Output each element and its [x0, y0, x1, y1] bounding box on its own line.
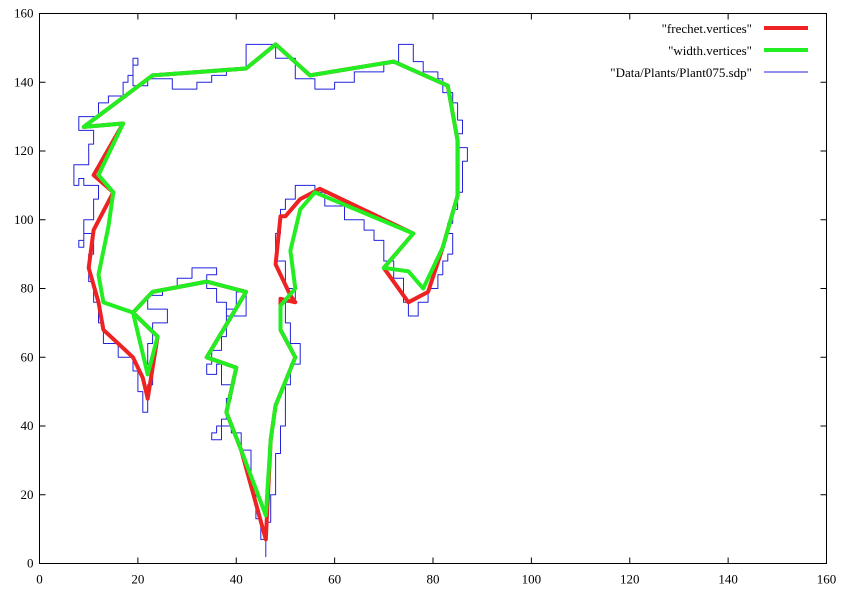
x-tick-label: 140 [718, 572, 738, 587]
y-tick-label: 140 [14, 74, 34, 89]
axis-ticks: 0 20 40 60 80 100 120 140 160 0 20 40 60 80 100 120 140 1… [14, 6, 836, 587]
y-tick-label: 80 [21, 281, 34, 296]
y-tick-label: 120 [14, 143, 34, 158]
series-line-2 [73, 43, 468, 558]
x-tick-label: 0 [36, 572, 43, 587]
legend-label-0: "frechet.vertices" [662, 21, 752, 36]
legend-label-1: "width.vertices" [668, 43, 752, 58]
x-tick-label: 160 [817, 572, 837, 587]
legend-label-2: "Data/Plants/Plant075.sdp" [610, 65, 752, 80]
x-tick-label: 100 [522, 572, 542, 587]
series-line-1 [81, 42, 460, 518]
legend: "frechet.vertices" "width.vertices" "Data/… [610, 21, 808, 80]
y-tick-label: 40 [21, 418, 34, 433]
x-tick-label: 80 [427, 572, 440, 587]
series-layer [73, 42, 468, 558]
x-tick-label: 40 [230, 572, 243, 587]
x-tick-label: 20 [131, 572, 144, 587]
y-tick-label: 160 [14, 6, 34, 21]
y-tick-label: 60 [21, 349, 34, 364]
y-tick-label: 100 [14, 212, 34, 227]
y-tick-label: 0 [27, 556, 34, 571]
x-tick-label: 60 [328, 572, 341, 587]
y-tick-label: 20 [21, 487, 34, 502]
x-tick-label: 120 [620, 572, 640, 587]
